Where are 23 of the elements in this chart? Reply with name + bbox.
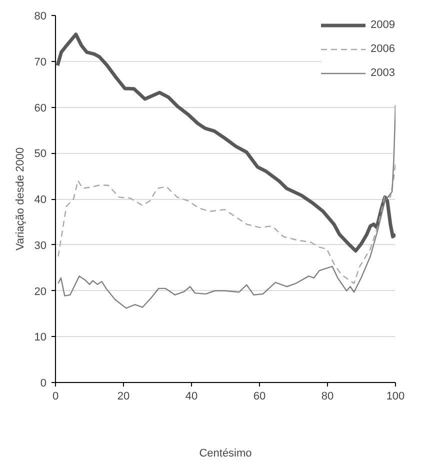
- line-series: [56, 32, 396, 253]
- y-tick-label: 70: [34, 56, 47, 68]
- y-tick-label: 30: [34, 240, 47, 252]
- x-tick-label: 100: [386, 390, 405, 402]
- y-tick-label: 20: [34, 286, 47, 298]
- y-tick-label: 50: [34, 148, 47, 160]
- legend-label: 2009: [370, 19, 395, 31]
- x-axis-title: Centésimo: [199, 448, 252, 460]
- y-tick-label: 40: [34, 194, 47, 206]
- y-tick-label: 10: [34, 332, 47, 344]
- x-tick-label: 40: [185, 390, 198, 402]
- x-tick-label: 20: [117, 390, 130, 402]
- y-tick-label: 80: [34, 10, 47, 22]
- legend-label: 2006: [370, 43, 395, 55]
- y-tick-label: 60: [34, 102, 47, 114]
- line-series: [58, 162, 396, 284]
- x-tick-label: 60: [253, 390, 266, 402]
- y-tick-label: 0: [40, 378, 47, 390]
- x-tick-label: 80: [321, 390, 334, 402]
- x-tick-label: 0: [52, 390, 59, 402]
- y-axis-title: Variação desde 2000: [14, 147, 26, 251]
- legend-label: 2003: [370, 67, 395, 79]
- line-series: [58, 104, 396, 309]
